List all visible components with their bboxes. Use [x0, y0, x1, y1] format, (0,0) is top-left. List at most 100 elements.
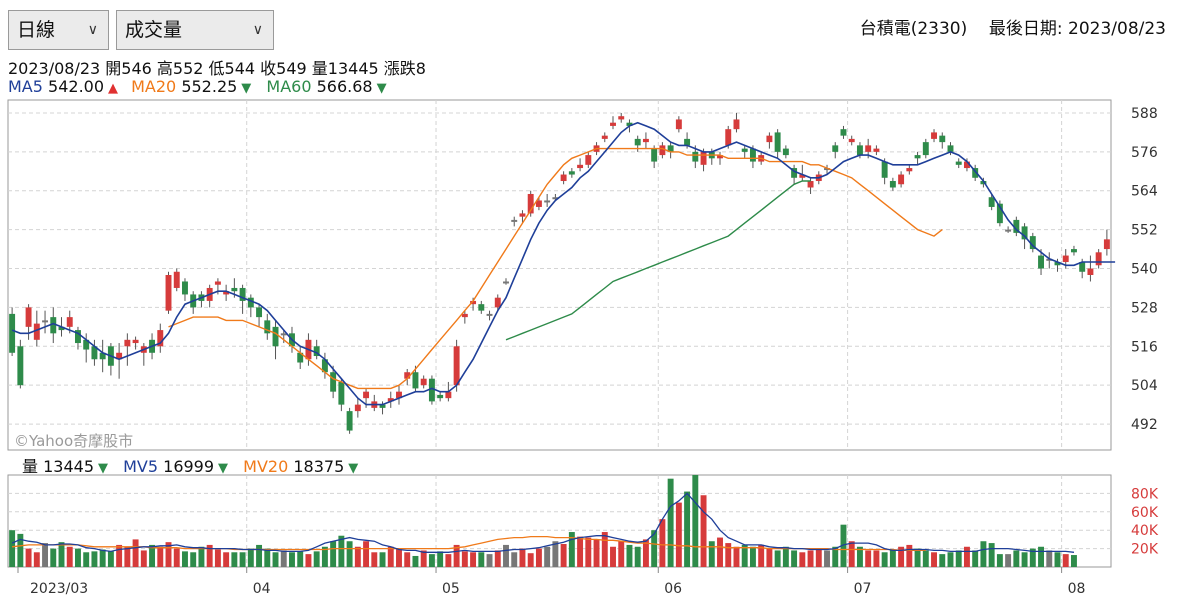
volume-bar — [947, 552, 954, 567]
candle — [1087, 255, 1094, 282]
candle — [544, 193, 551, 207]
volume-bar — [988, 543, 995, 567]
candle — [963, 158, 970, 172]
volume-bar — [1005, 554, 1012, 567]
candle-body — [83, 339, 90, 350]
volume-bar — [116, 544, 123, 567]
period-select[interactable]: 日線 ∨ — [8, 10, 109, 50]
volume-bar — [651, 530, 658, 567]
candle — [494, 294, 501, 311]
candle-body — [264, 320, 271, 334]
volume-bar — [972, 550, 979, 567]
candle — [42, 310, 49, 334]
candle-body — [585, 155, 592, 165]
candle — [1103, 229, 1110, 256]
volume-bar — [873, 550, 880, 567]
volume-bar — [980, 541, 987, 567]
volume-bar — [83, 552, 90, 567]
candle-body — [544, 200, 551, 203]
candle — [667, 142, 674, 159]
volume-tick-label: 40K — [1131, 523, 1159, 539]
candle — [799, 164, 806, 182]
price-tick-label: 540 — [1131, 262, 1158, 278]
candle — [881, 158, 888, 185]
indicator-select[interactable]: 成交量 ∨ — [116, 10, 274, 50]
candle-body — [1046, 258, 1053, 261]
candle — [256, 304, 263, 327]
candle-body — [947, 145, 954, 152]
volume-bar — [231, 552, 238, 567]
volume-bar — [140, 550, 147, 567]
candle-body — [898, 174, 905, 185]
candle-body — [1087, 268, 1094, 275]
volume-bar — [461, 551, 468, 567]
volume-bar — [815, 548, 822, 567]
mv5-label: MV5 — [123, 457, 159, 476]
candle-body — [651, 148, 658, 162]
volume-bar — [1046, 550, 1053, 567]
candle-body — [33, 323, 40, 340]
candle — [50, 307, 57, 344]
volume-bar — [486, 554, 493, 567]
down-arrow-icon: ▼ — [348, 461, 359, 476]
volume-bar — [782, 546, 789, 567]
candle-body — [577, 164, 584, 169]
volume-bar — [50, 548, 57, 567]
candle-body — [239, 287, 246, 301]
candle-body — [396, 391, 402, 399]
candle-body — [412, 372, 419, 389]
volume-bar — [535, 548, 542, 567]
volume-bar — [25, 548, 32, 567]
candle — [733, 112, 740, 133]
candle-body — [9, 313, 16, 353]
candle — [1005, 226, 1012, 233]
x-tick-label: 2023/03 — [30, 581, 88, 597]
candle — [585, 151, 592, 169]
mv5-value: 16999 — [163, 457, 215, 476]
candle-body — [766, 135, 773, 143]
candle-body — [461, 313, 468, 318]
volume-bar — [840, 524, 847, 567]
mv20-value: 18375 — [293, 457, 345, 476]
volume-bar — [1021, 552, 1028, 567]
candle-body — [42, 320, 49, 323]
candle — [124, 333, 131, 366]
x-tick-label: 06 — [664, 581, 682, 597]
candle — [99, 339, 106, 373]
volume-bar — [182, 551, 188, 567]
candle — [1029, 232, 1036, 253]
volume-bar — [330, 541, 337, 567]
candle — [931, 129, 937, 143]
candle — [453, 339, 460, 392]
candle-body — [931, 132, 937, 139]
candle — [824, 164, 830, 175]
volume-bar — [906, 544, 913, 567]
candle — [428, 375, 435, 405]
candle — [832, 142, 839, 159]
candle-body — [503, 281, 509, 284]
candle-body — [1070, 249, 1077, 253]
volume-bar — [684, 491, 691, 567]
volume-bar — [544, 546, 551, 567]
candle-body — [519, 213, 526, 217]
candle-body — [223, 291, 230, 295]
volume-bar — [494, 550, 501, 567]
volume-bar — [66, 546, 73, 567]
volume-bar — [527, 553, 534, 567]
candle — [165, 271, 172, 314]
candle-body — [741, 148, 748, 152]
volume-bar — [642, 539, 649, 567]
candle-body — [568, 171, 575, 175]
candle-body — [338, 381, 345, 405]
candle-body — [848, 138, 855, 143]
candle — [354, 398, 361, 418]
price-tick-label: 588 — [1131, 106, 1158, 122]
volume-bar — [758, 544, 765, 567]
candle — [280, 330, 287, 344]
down-arrow-icon: ▼ — [98, 461, 109, 476]
volume-label: 量 — [22, 457, 39, 476]
volume-bar — [741, 544, 748, 567]
ma60-value: 566.68 — [316, 77, 373, 96]
candle — [338, 378, 345, 412]
